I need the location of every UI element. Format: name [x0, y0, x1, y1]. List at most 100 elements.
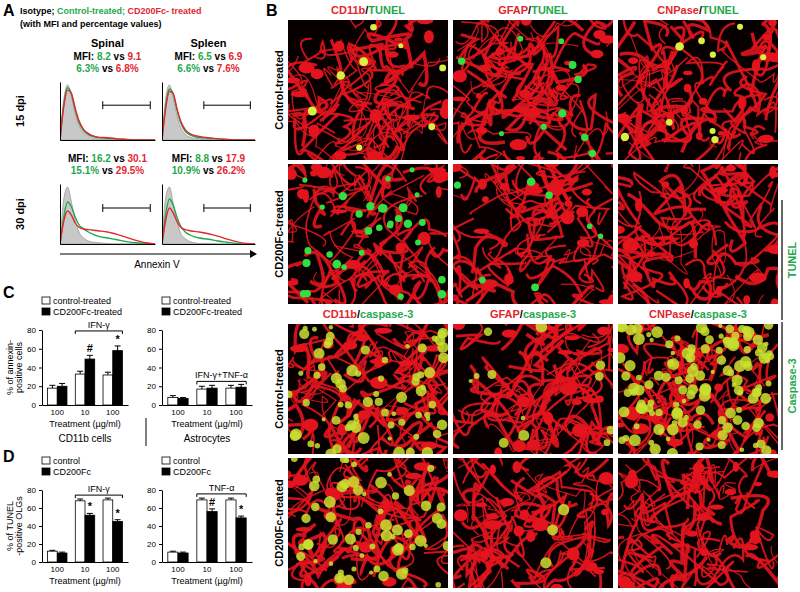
texture-cell [383, 499, 390, 512]
texture-signal [764, 324, 773, 330]
texture-nucleus [479, 277, 486, 284]
histogram-line [60, 90, 155, 140]
texture-fiber [407, 20, 443, 32]
texture-cell [288, 280, 299, 285]
texture-cell [288, 77, 300, 83]
texture-fiber [662, 207, 710, 230]
texture-signal [696, 442, 704, 450]
texture-cell [512, 440, 526, 452]
bar [178, 553, 188, 562]
texture-fiber [453, 458, 504, 487]
texture-signal [325, 337, 334, 346]
column-header-part: CNPase [649, 308, 691, 320]
tick-mark [39, 544, 42, 545]
texture-signal [718, 430, 728, 440]
texture-signal [296, 552, 305, 561]
tick: 0 [32, 401, 42, 410]
tick-mark [159, 368, 162, 369]
texture-nucleus [319, 204, 324, 209]
texture-cell [560, 382, 578, 396]
texture-fiber [550, 431, 596, 454]
texture-signal [682, 399, 687, 404]
annotation-part: vs [212, 51, 229, 62]
axis-title: Treatment (µg/ml) [49, 419, 120, 429]
error-cap [87, 513, 93, 514]
y-axis [60, 83, 61, 141]
texture-fiber [310, 304, 353, 305]
tick-label: 80 [27, 486, 36, 495]
texture-fiber [704, 112, 735, 149]
error-cap [238, 516, 244, 517]
texture-fiber [626, 540, 653, 566]
texture-cell [490, 465, 496, 475]
annotation-part: MFI: [175, 51, 198, 62]
texture-cell [453, 324, 465, 330]
axis-line [61, 140, 156, 141]
micrograph [453, 164, 613, 304]
bracket-label: TNF-α [209, 483, 235, 493]
gate-end [250, 101, 251, 109]
texture-fiber [472, 504, 509, 544]
axis-line [61, 244, 156, 245]
texture-cell [311, 164, 323, 172]
texture-nucleus [399, 203, 408, 212]
texture-fiber [341, 431, 386, 454]
texture-cell [599, 299, 613, 304]
tick-mark [159, 386, 162, 387]
texture-fiber [400, 358, 448, 430]
texture-signal [424, 367, 435, 378]
tick: 20 [27, 382, 42, 391]
annotation: MFI: 6.5 vs 6.9 [175, 51, 243, 62]
texture-cell [601, 509, 608, 515]
axis-line [60, 185, 61, 245]
plot-area [60, 85, 155, 140]
texture-signal [469, 379, 473, 383]
texture-fiber [390, 324, 428, 343]
y-axis [60, 185, 61, 245]
texture-fiber [671, 101, 696, 132]
error-cap [77, 371, 83, 372]
texture-signal [347, 420, 357, 430]
column-header-part: caspase-3 [360, 308, 413, 320]
texture-fiber [719, 164, 745, 174]
texture-signal [301, 514, 310, 523]
texture-fiber [301, 39, 336, 64]
error-cap [199, 498, 205, 499]
annotation: MFI: 8.8 vs 17.9 [172, 153, 246, 164]
texture-fiber [454, 472, 507, 522]
micrograph [288, 324, 448, 454]
texture-fiber [734, 77, 765, 121]
texture-signal [673, 401, 679, 407]
texture-nucleus [710, 128, 716, 134]
tick: 60 [147, 504, 162, 513]
bar [236, 387, 246, 405]
texture-fiber [654, 186, 690, 214]
texture-fiber [314, 272, 338, 304]
x-axis [61, 140, 156, 141]
texture-cell [686, 531, 698, 537]
column-header-part: CNPase [657, 4, 699, 16]
texture-signal [547, 525, 558, 536]
texture-nucleus [760, 54, 766, 60]
texture-cell [325, 488, 335, 498]
tick-mark [159, 330, 162, 331]
tick-mark [39, 526, 42, 527]
texture-cell [334, 151, 346, 160]
texture-cell [506, 391, 513, 397]
texture-signal [650, 338, 654, 342]
texture-fiber [736, 259, 779, 285]
texture-fiber [453, 219, 474, 242]
texture-signal [437, 342, 448, 353]
texture-signal [375, 398, 383, 406]
texture-cell [290, 345, 308, 352]
gate-line [103, 105, 151, 106]
texture-signal [345, 534, 356, 545]
texture-signal [737, 390, 743, 396]
texture-nucleus [379, 204, 388, 213]
tick-mark [39, 330, 42, 331]
texture-fiber [557, 424, 605, 453]
texture-signal [518, 430, 529, 441]
texture-cell [476, 93, 482, 99]
texture-cell [550, 584, 562, 588]
tick-label: 100 [171, 408, 185, 417]
